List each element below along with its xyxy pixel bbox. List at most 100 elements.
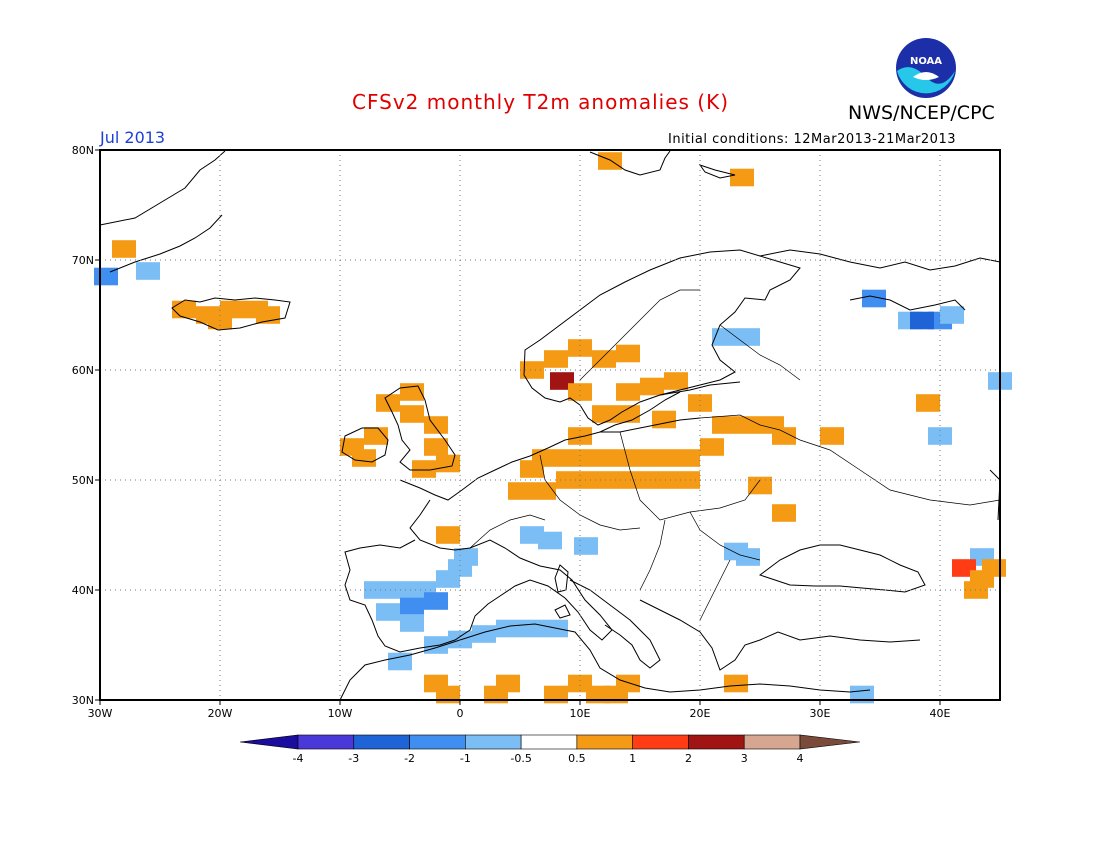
anomaly-cell [712, 416, 736, 434]
colorbar-label: 0.5 [568, 752, 586, 765]
colorbar-label: -1 [460, 752, 471, 765]
anomaly-cell [112, 240, 136, 258]
anomaly-cell [136, 262, 160, 280]
anomaly-cell [472, 625, 496, 643]
anomaly-cell [364, 427, 388, 445]
anomaly-cell [436, 526, 460, 544]
anomaly-cell [538, 531, 562, 550]
colorbar-label: -4 [293, 752, 304, 765]
lat-tick-label: 40N [72, 584, 94, 597]
anomaly-cell [412, 460, 436, 478]
anomaly-cell [388, 652, 412, 671]
colorbar-label: -3 [348, 752, 359, 765]
lon-tick-label: 20E [690, 707, 711, 720]
colorbar-label: -0.5 [510, 752, 531, 765]
anomaly-cell [172, 300, 196, 319]
anomaly-cell [520, 361, 544, 379]
anomaly-cell [454, 548, 478, 566]
colorbar-swatch [353, 734, 410, 750]
lon-tick-label: 20W [208, 707, 233, 720]
colorbar-swatch [576, 734, 633, 750]
anomaly-cell [532, 482, 556, 500]
anomaly-cell [580, 449, 604, 467]
colorbar-swatch [297, 734, 355, 750]
anomaly-cell [616, 674, 640, 693]
anomaly-cell [400, 405, 424, 423]
anomaly-cell [652, 471, 676, 489]
lon-tick-label: 30W [88, 707, 113, 720]
lat-tick-label: 60N [72, 364, 94, 377]
chart-title: CFSv2 monthly T2m anomalies (K) [352, 90, 729, 114]
colorbar-swatch [688, 734, 745, 750]
lon-tick-label: 30E [810, 707, 831, 720]
anomaly-cell [676, 449, 700, 467]
anomaly-cells [94, 152, 1012, 704]
anomaly-cell [400, 383, 424, 401]
anomaly-cell [580, 471, 604, 489]
anomaly-cell [940, 306, 964, 324]
lat-tick-label: 30N [72, 694, 94, 707]
colorbar-label: -2 [404, 752, 415, 765]
anomaly-cell [496, 619, 520, 638]
anomaly-cell [664, 372, 688, 390]
anomaly-cell [436, 685, 460, 704]
anomaly-cell [652, 410, 676, 429]
colorbar-swatch [632, 734, 689, 750]
colorbar: -4 -3 -2 -1 -0.5 0.5 1 2 3 4 [239, 734, 861, 765]
colorbar-swatch [409, 734, 466, 750]
anomaly-cell [400, 597, 424, 616]
anomaly-cell [916, 394, 940, 412]
anomaly-cell [616, 344, 640, 363]
anomaly-cell [652, 449, 676, 467]
anomaly-cell [592, 405, 616, 423]
anomaly-cell [736, 416, 760, 434]
anomaly-cell [700, 438, 724, 456]
map-frame [99, 149, 1001, 701]
anomaly-cell [772, 427, 796, 445]
anomaly-cell [628, 449, 652, 467]
anomaly-cell [568, 339, 592, 357]
anomaly-cell [520, 619, 544, 638]
colorbar-swatch [465, 734, 522, 750]
anomaly-cell [730, 168, 754, 187]
anomaly-cell [520, 460, 544, 478]
anomaly-cell [424, 592, 448, 610]
anomaly-cell [556, 471, 580, 489]
anomaly-cell [424, 416, 448, 434]
anomaly-cell [352, 449, 376, 467]
anomaly-cell [982, 559, 1006, 577]
initial-conditions: Initial conditions: 12Mar2013-21Mar2013 [668, 132, 956, 147]
anomaly-cell [556, 449, 580, 467]
colorbar-label: 3 [741, 752, 748, 765]
anomaly-cell [736, 328, 760, 346]
anomaly-cell [604, 449, 628, 467]
anomaly-cell [424, 438, 448, 456]
graticule [100, 150, 1000, 700]
lat-tick-label: 80N [72, 144, 94, 157]
colorbar-label: 2 [685, 752, 692, 765]
colorbar-label: 4 [797, 752, 804, 765]
axis-ticks: 30W 20W 10W 0 10E 20E 30E 40E 30N 40N 50N 60N 70N 80N [72, 144, 951, 720]
anomaly-cell [256, 306, 280, 324]
anomaly-cell [598, 152, 622, 170]
anomaly-cell [748, 476, 772, 495]
anomaly-cell [772, 504, 796, 522]
anomaly-cell [910, 311, 934, 330]
anomaly-cell [616, 383, 640, 401]
lon-tick-label: 40E [930, 707, 951, 720]
colorbar-label: 1 [629, 752, 636, 765]
anomaly-cell [508, 482, 532, 500]
colorbar-swatch [743, 734, 801, 750]
anomaly-cell [544, 685, 568, 704]
lat-tick-label: 70N [72, 254, 94, 267]
lon-tick-label: 0 [457, 707, 464, 720]
coastlines [99, 150, 1001, 701]
anomaly-cell [592, 350, 616, 368]
agency-label: NWS/NCEP/CPC [848, 102, 995, 124]
lat-tick-label: 50N [72, 474, 94, 487]
anomaly-cell [676, 471, 700, 489]
anomaly-cell [544, 350, 568, 368]
anomaly-cell [862, 289, 886, 308]
colorbar-swatch [520, 734, 578, 750]
